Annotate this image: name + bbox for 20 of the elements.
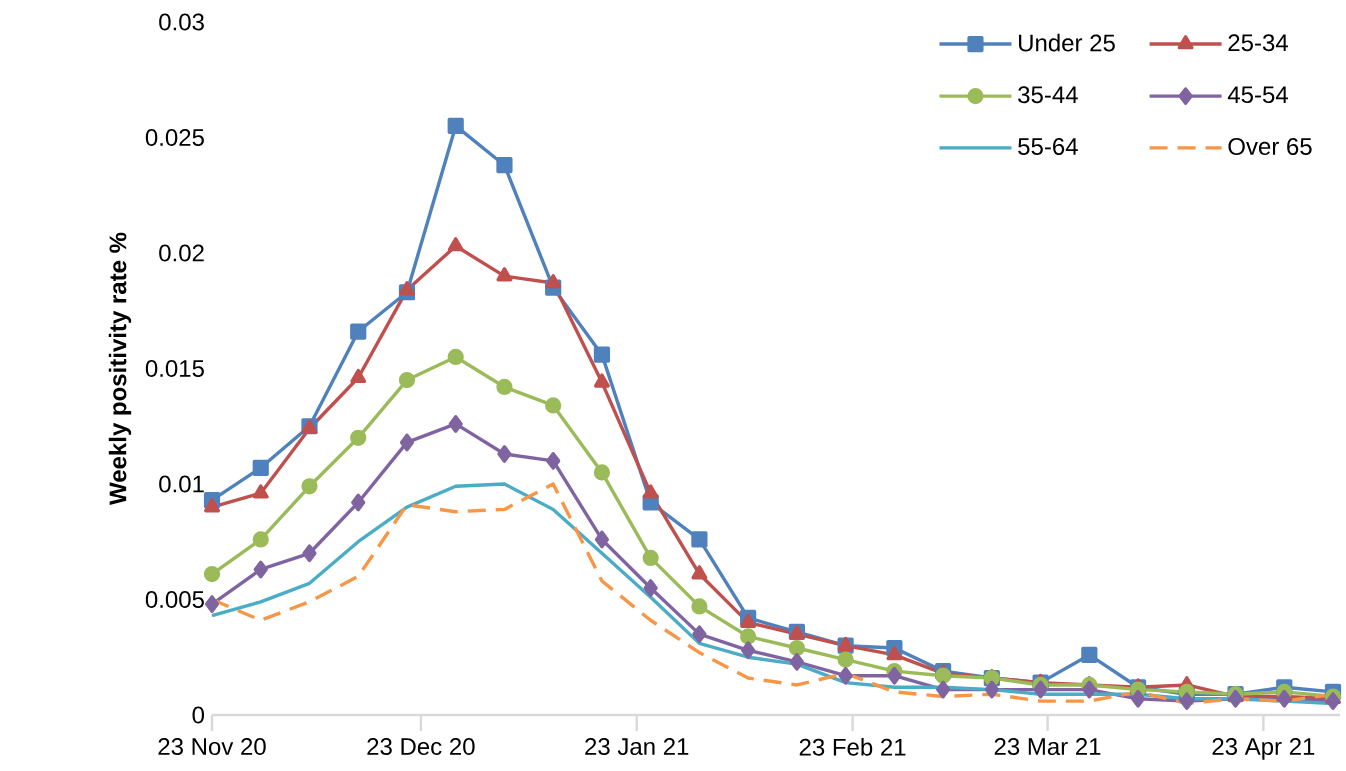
legend-label: 45-54 xyxy=(1227,86,1288,104)
y-tick-label: 0 xyxy=(192,706,205,724)
x-tick-label: 23 Nov 20 xyxy=(158,738,266,756)
y-tick-label: 0.015 xyxy=(145,360,204,377)
x-tick-label: 23 Apr 21 xyxy=(1212,738,1315,760)
x-tick-label: 23 Feb 21 xyxy=(799,738,906,756)
x-tick-label: 23 Mar 21 xyxy=(994,738,1101,756)
legend-label: Under 25 xyxy=(1019,33,1115,52)
y-tick-label: 0.005 xyxy=(145,591,204,608)
legend-label: 55-64 xyxy=(1018,138,1078,155)
legend-label: 25-34 xyxy=(1228,34,1288,52)
y-tick-label: 0.02 xyxy=(159,244,204,262)
legend-label: 35-44 xyxy=(1018,86,1078,104)
x-tick-label: 23 Dec 20 xyxy=(367,738,475,756)
x-tick-label: 23 Jan 21 xyxy=(585,738,689,756)
y-tick-label: 0.01 xyxy=(159,475,204,493)
y-tick-label: 0.025 xyxy=(145,129,204,146)
legend-label: Over 65 xyxy=(1228,138,1312,155)
y-axis-title: Weekly positivity rate % xyxy=(108,232,132,505)
y-tick-label: 0.03 xyxy=(159,13,204,31)
